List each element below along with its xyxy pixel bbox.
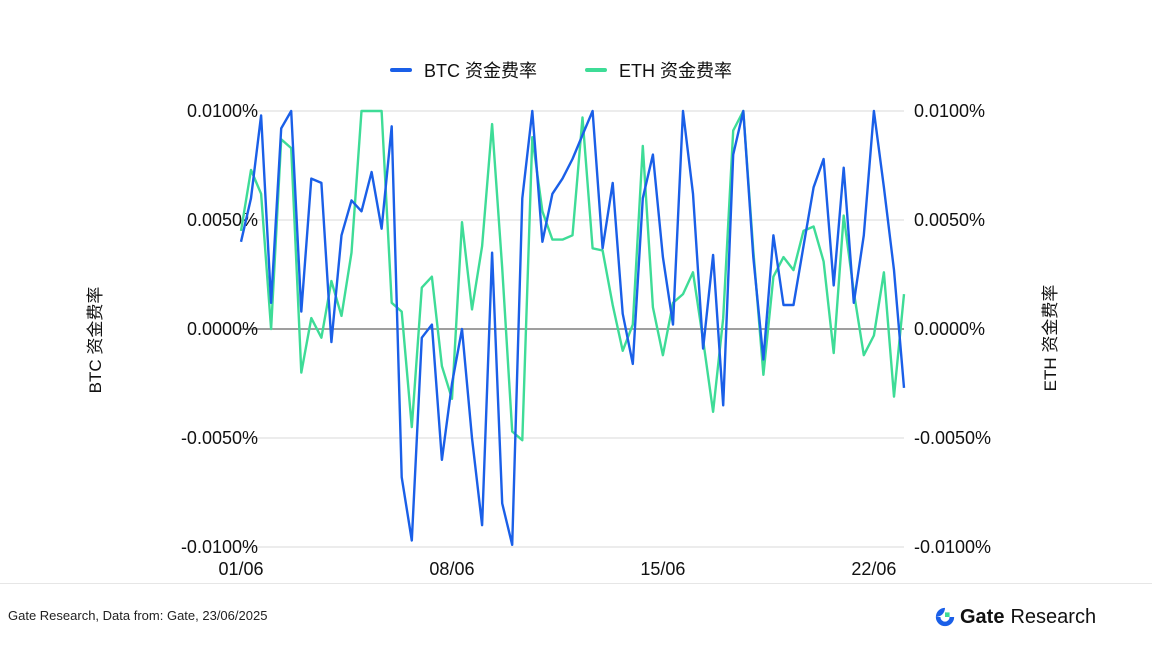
x-axis: 01/06 08/06 15/06 22/06 <box>218 559 896 579</box>
y-tick-label-left: 0.0100% <box>187 101 258 121</box>
gate-logo-icon <box>935 607 955 627</box>
y-axis-title-right: ETH 资金费率 <box>1041 285 1060 392</box>
y-tick-label-right: 0.0050% <box>914 210 985 230</box>
legend-label-btc: BTC 资金费率 <box>424 61 537 81</box>
y-axis-title-left: BTC 资金费率 <box>86 287 105 394</box>
x-tick-label: 01/06 <box>218 559 263 579</box>
x-tick-label: 22/06 <box>851 559 896 579</box>
y-tick-label-left: 0.0000% <box>187 319 258 339</box>
series-line-btc <box>239 109 906 546</box>
y-tick-label-right: 0.0100% <box>914 101 985 121</box>
brand: Gate Research <box>934 603 1096 631</box>
y-tick-label-right: -0.0100% <box>914 537 991 557</box>
legend-label-eth: ETH 资金费率 <box>619 61 732 81</box>
footer-divider <box>0 583 1152 584</box>
x-tick-label: 15/06 <box>640 559 685 579</box>
series-line-eth <box>239 109 906 442</box>
y-axis-left: 0.0100% 0.0050% 0.0000% -0.0050% -0.0100% <box>181 101 258 557</box>
y-tick-label-left: 0.0050% <box>187 210 258 230</box>
legend: BTC 资金费率 ETH 资金费率 <box>390 61 732 81</box>
y-tick-label-right: -0.0050% <box>914 428 991 448</box>
series-lines <box>239 109 906 546</box>
gridlines <box>241 110 904 548</box>
y-tick-label-right: 0.0000% <box>914 319 985 339</box>
brand-name: Gate <box>960 605 1005 628</box>
source-note: Gate Research, Data from: Gate, 23/06/20… <box>8 608 268 623</box>
y-tick-label-left: -0.0100% <box>181 537 258 557</box>
y-tick-label-left: -0.0050% <box>181 428 258 448</box>
x-tick-label: 08/06 <box>429 559 474 579</box>
y-axis-right: 0.0100% 0.0050% 0.0000% -0.0050% -0.0100% <box>914 101 991 557</box>
funding-rate-chart: BTC 资金费率 ETH 资金费率 0.0100% 0.0050% 0.0000% -… <box>86 61 1060 579</box>
brand-suffix: Research <box>1010 605 1097 628</box>
